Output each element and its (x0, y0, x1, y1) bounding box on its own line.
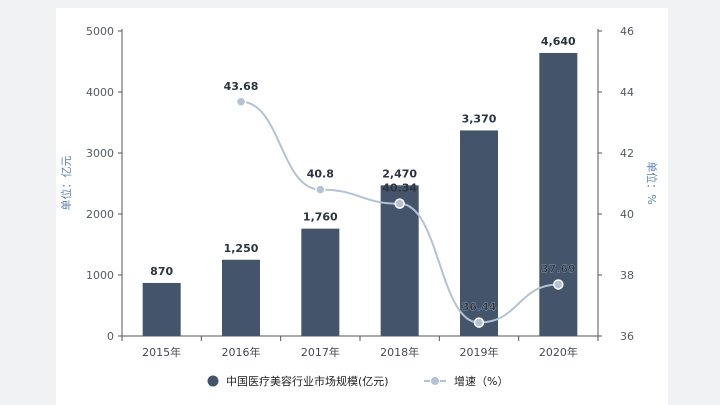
y-tick-label: 3000 (86, 147, 114, 160)
legend: 中国医疗美容行业市场规模(亿元) 增速（%） (207, 374, 508, 388)
legend-bar-marker (207, 375, 219, 387)
bar-value-label: 3,370 (462, 112, 497, 125)
bar (460, 130, 498, 336)
labels-group: 870 1,250 1,760 2,470 3,370 4,640 43.68 40.8 40.… (150, 35, 576, 314)
bar (142, 282, 181, 336)
bar-value-label: 4,640 (541, 35, 576, 48)
y2-tick-label: 38 (620, 269, 634, 282)
bar-value-label: 1,760 (303, 211, 338, 224)
growth-point (473, 317, 485, 328)
growth-value-label: 37.69 (541, 262, 576, 275)
legend-line-label: 增速（%） (454, 374, 508, 388)
growth-point (315, 184, 326, 195)
y-tick-label: 1000 (86, 269, 114, 282)
x-tick-label: 2018年 (380, 345, 419, 359)
x-tick-label: 2016年 (222, 345, 261, 359)
growth-value-label: 40.8 (307, 168, 334, 181)
x-tick-label: 2020年 (539, 345, 578, 359)
x-tick-label: 2019年 (460, 345, 499, 359)
x-tick-label: 2015年 (142, 345, 181, 359)
bar-value-label: 2,470 (382, 167, 417, 180)
y2-tick-label: 46 (620, 25, 634, 38)
y2-tick-label: 42 (620, 147, 634, 160)
bars-group (142, 52, 578, 337)
growth-value-label: 40.34 (382, 182, 417, 195)
line-group (235, 96, 564, 328)
growth-value-label: 36.44 (462, 301, 497, 314)
growth-value-label: 43.68 (224, 80, 259, 93)
legend-bar-label: 中国医疗美容行业市场规模(亿元) (226, 374, 389, 388)
growth-point (394, 198, 405, 209)
y2-axis-title: 单位：% (645, 161, 659, 204)
y-tick-label: 0 (107, 330, 114, 343)
x-tick-label: 2017年 (301, 345, 340, 359)
bar-value-label: 870 (150, 265, 173, 278)
bar-value-label: 1,250 (224, 242, 259, 255)
y-tick-label: 5000 (86, 25, 114, 38)
bar (539, 52, 578, 337)
y2-tick-label: 36 (620, 330, 634, 343)
y-tick-label: 4000 (86, 86, 114, 99)
bar (380, 185, 419, 336)
growth-point (553, 279, 564, 290)
bar (301, 228, 340, 336)
axes-group: 0 1000 2000 3000 4000 5000 36 38 40 42 44 46 2015年 20… (59, 25, 659, 359)
growth-point (235, 96, 247, 108)
y2-tick-label: 44 (620, 86, 634, 99)
legend-line-dot (430, 376, 440, 386)
y2-tick-label: 40 (620, 208, 634, 221)
bar (222, 259, 260, 336)
y-tick-label: 2000 (86, 208, 114, 221)
y-axis-title: 单位：亿元 (59, 156, 73, 211)
